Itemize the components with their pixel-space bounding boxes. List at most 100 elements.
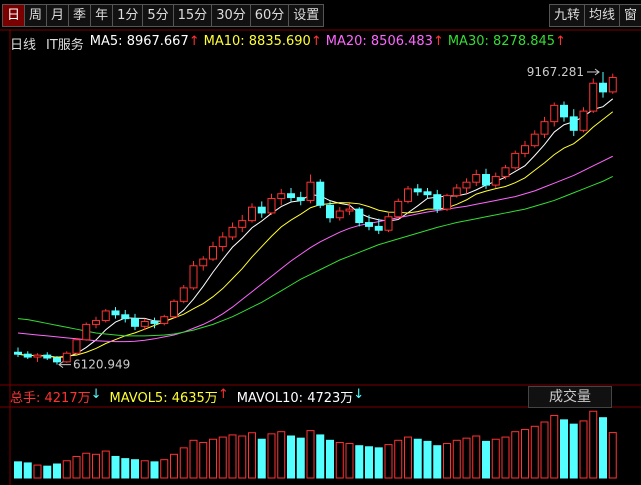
candle-body: [491, 175, 500, 186]
candle-body: [53, 357, 61, 363]
volume-bar: [209, 438, 217, 479]
ma-line: [17, 111, 614, 358]
volume-bar: [511, 431, 520, 479]
ma-arrow: ↑: [310, 34, 322, 49]
volume-bar: [218, 436, 227, 479]
vol-arrow: ↑: [217, 387, 229, 402]
tool-tab[interactable]: 均线: [583, 4, 620, 27]
volume-bar: [394, 439, 403, 479]
volume-bar: [111, 455, 120, 479]
candle-body: [267, 198, 276, 214]
candle-body: [131, 318, 139, 327]
candle-body: [248, 206, 256, 222]
tool-tab[interactable]: 窗: [618, 4, 641, 27]
volume-bar: [92, 453, 100, 479]
ma-line: [17, 98, 614, 358]
volume-bar: [33, 464, 42, 479]
period-tab[interactable]: 周: [24, 4, 48, 27]
volume-bar: [501, 436, 510, 479]
period-tab[interactable]: 日: [2, 4, 26, 27]
period-tab[interactable]: 5分: [142, 4, 174, 27]
volume-bar: [189, 439, 198, 479]
candle-body: [23, 353, 32, 358]
candle-body: [540, 121, 549, 135]
volume-bar: [608, 432, 617, 479]
toolbar: 日周月季年 1分 5分 15分 30分 60分 设置: [2, 4, 325, 27]
volume-bar: [160, 459, 169, 479]
volume-bar: [326, 439, 334, 479]
volume-bar: [131, 459, 139, 479]
candle-body: [199, 258, 208, 267]
period-tab[interactable]: 月: [46, 4, 70, 27]
candle-body: [608, 76, 617, 93]
candle-body: [599, 82, 607, 93]
candle-body: [404, 188, 412, 202]
legend: 日线 IT服务 MA5: 8967.667 ↑ MA10: 8835.690 ↑ MA20:…: [10, 34, 570, 53]
period-tab[interactable]: 设置: [288, 4, 325, 27]
candle-body: [560, 104, 568, 118]
candle-body: [413, 188, 422, 193]
volume-bar: [82, 452, 91, 479]
candle-body: [170, 300, 178, 318]
candle-body: [101, 310, 110, 322]
stock-name: IT服务: [46, 38, 84, 53]
candle-body: [14, 351, 22, 355]
volume-bar: [404, 436, 412, 479]
volume-bar: [423, 440, 432, 479]
period-tab[interactable]: 年: [90, 4, 114, 27]
period-tab[interactable]: 15分: [172, 4, 213, 27]
tool-tab[interactable]: 九转: [548, 4, 585, 27]
candle-body: [72, 339, 81, 354]
candle-body: [209, 246, 217, 260]
candle-body: [296, 197, 305, 201]
volume-button[interactable]: 成交量: [528, 386, 612, 408]
candle-body: [160, 316, 169, 324]
vol-label: MAVOL10: 4723万: [236, 391, 354, 406]
candle-body: [306, 181, 315, 201]
volume-bar: [335, 441, 344, 479]
candle-body: [374, 225, 383, 231]
period-tab[interactable]: 1分: [112, 4, 144, 27]
candle-body: [579, 110, 588, 131]
candle-body: [228, 226, 237, 238]
candle-body: [511, 152, 520, 169]
candle-body: [140, 321, 149, 327]
candle-body: [218, 236, 227, 248]
volume-bar: [345, 443, 354, 479]
min-arrowhead: [58, 361, 64, 369]
candle-body: [335, 210, 344, 219]
volume-bar: [579, 420, 588, 479]
volume-bar: [413, 438, 422, 479]
volume-bar: [121, 458, 130, 479]
candle-body: [82, 323, 91, 341]
candle-body: [452, 187, 461, 197]
candle-body: [345, 208, 354, 212]
ma-label: MA10: 8835.690: [203, 34, 311, 49]
candle-body: [384, 216, 393, 231]
volume-bar: [140, 460, 149, 479]
candle-body: [530, 133, 539, 147]
volume-bar: [443, 443, 451, 479]
volume-bar: [550, 415, 559, 479]
period-tab[interactable]: 季: [68, 4, 92, 27]
volume-bar: [296, 437, 305, 479]
volume-bar: [228, 434, 237, 479]
period-tab[interactable]: 30分: [211, 4, 251, 27]
volume-bar: [199, 441, 208, 479]
ma-arrow: ↑: [432, 34, 444, 49]
candle-body: [501, 167, 510, 177]
volume-bar: [43, 465, 52, 479]
volume-bar: [257, 438, 266, 479]
candle-body: [482, 174, 490, 186]
volume-bar: [482, 440, 490, 479]
period-tab[interactable]: 60分: [249, 4, 290, 27]
candle-body: [121, 314, 130, 320]
volume-bar: [277, 431, 286, 479]
volume-bar: [355, 445, 364, 479]
candle-body: [326, 204, 334, 219]
candle-body: [238, 220, 247, 228]
candle-body: [179, 287, 188, 302]
candle-body: [257, 206, 266, 214]
volume-bar: [589, 410, 598, 479]
